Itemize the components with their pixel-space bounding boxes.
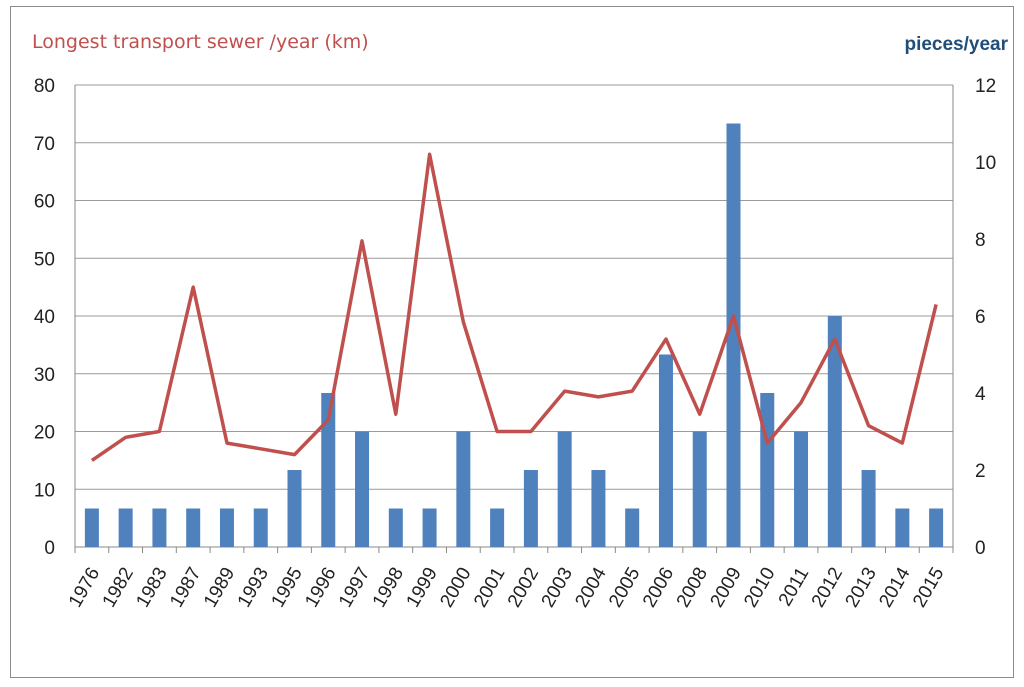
x-tick-label: 2005	[605, 564, 644, 611]
x-tick-label: 2006	[639, 564, 678, 611]
x-tick-label: 2010	[740, 564, 779, 611]
x-tick-label: 2001	[470, 564, 509, 611]
right-tick-label: 6	[975, 307, 986, 328]
bar-2002	[523, 470, 538, 547]
x-tick-label: 1993	[234, 564, 273, 611]
right-axis-title: pieces/year	[904, 34, 1008, 55]
bar-2015	[929, 508, 944, 547]
chart-frame	[10, 6, 1014, 678]
bar-1982	[118, 508, 133, 547]
x-tick-label: 1987	[166, 564, 205, 611]
x-tick-label: 2009	[707, 564, 746, 611]
left-tick-label: 0	[44, 538, 55, 559]
bar-1983	[152, 508, 167, 547]
right-y-axis: 0 2 4 6 8 10 12	[975, 76, 996, 559]
left-tick-label: 20	[34, 423, 55, 444]
left-tick-label: 80	[34, 76, 55, 97]
left-tick-label: 40	[34, 307, 55, 328]
bar-2003	[557, 431, 572, 547]
x-tick-label: 2012	[808, 564, 847, 611]
x-tick-label: 1983	[132, 564, 171, 611]
bar-2001	[490, 508, 505, 547]
left-tick-label: 10	[34, 480, 55, 501]
right-tick-label: 12	[975, 76, 996, 97]
bar-1998	[388, 508, 403, 547]
x-tick-label: 1989	[200, 564, 239, 611]
right-tick-label: 10	[975, 153, 996, 174]
left-tick-label: 70	[34, 134, 55, 155]
x-tick-label: 2013	[842, 564, 881, 611]
right-tick-label: 8	[975, 230, 986, 251]
x-tick-label: 2000	[436, 564, 475, 611]
bar-2012	[827, 316, 842, 547]
x-tick-label: 2011	[775, 564, 814, 610]
x-axis: 1976198219831987198919931995199619971998…	[65, 547, 954, 611]
bar-1995	[287, 470, 302, 547]
bar-1993	[253, 508, 268, 547]
bar-2004	[591, 470, 606, 547]
bar-2013	[861, 470, 876, 547]
left-y-axis: 0 10 20 30 40 50 60 70 80	[34, 76, 55, 559]
x-tick-label: 1997	[335, 564, 374, 611]
bar-series	[84, 123, 944, 547]
right-tick-label: 4	[975, 384, 986, 405]
bar-2008	[692, 431, 707, 547]
left-tick-label: 60	[34, 192, 55, 213]
bar-2010	[760, 393, 775, 547]
right-tick-label: 2	[975, 461, 986, 482]
bar-2006	[658, 354, 673, 547]
x-tick-label: 1996	[301, 564, 340, 611]
x-tick-label: 2015	[909, 564, 948, 611]
bar-2009	[726, 123, 741, 547]
x-tick-label: 2004	[571, 564, 611, 611]
gridlines	[74, 84, 954, 548]
bar-1996	[321, 393, 336, 547]
bar-2000	[456, 431, 471, 547]
left-axis-title: Longest transport sewer /year (km)	[32, 31, 369, 53]
bar-1999	[422, 508, 437, 547]
x-tick-label: 1999	[403, 564, 442, 611]
x-tick-label: 1982	[99, 564, 138, 611]
bar-2005	[625, 508, 640, 547]
x-tick-label: 1976	[65, 564, 104, 611]
bar-1987	[186, 508, 201, 547]
x-tick-label: 2002	[504, 564, 543, 611]
x-tick-label: 1998	[369, 564, 408, 611]
x-tick-label: 2003	[538, 564, 577, 611]
left-tick-label: 50	[34, 249, 55, 270]
line-path	[90, 152, 938, 462]
line-series	[90, 152, 938, 462]
x-tick-label: 2014	[875, 564, 915, 611]
bar-2011	[794, 431, 809, 547]
left-tick-label: 30	[34, 365, 55, 386]
bar-2014	[895, 508, 910, 547]
x-tick-label: 2008	[673, 564, 712, 611]
bar-1997	[355, 431, 370, 547]
x-tick-label: 1995	[268, 564, 307, 611]
bar-1989	[219, 508, 234, 547]
bar-1976	[84, 508, 99, 547]
right-tick-label: 0	[975, 538, 986, 559]
